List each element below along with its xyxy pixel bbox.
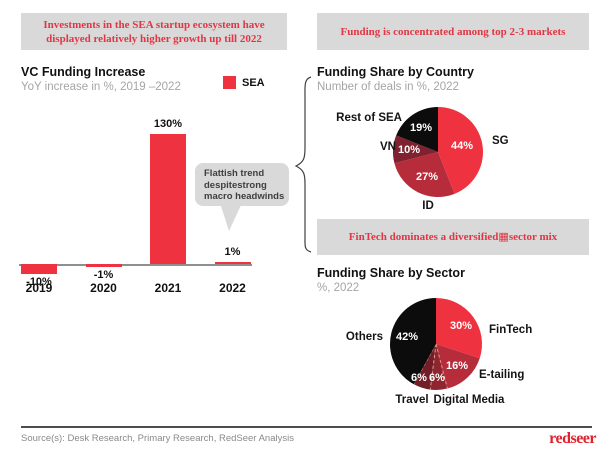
callout-bubble: Flattish trend despitestrong macro headwin…: [195, 163, 289, 206]
pie-pct-label: 44%: [451, 140, 473, 152]
slice-dashed-edge: [429, 343, 437, 390]
headline-country: Funding is concentrated among top 2-3 ma…: [317, 13, 589, 50]
pie-category-label: Digital Media: [434, 394, 506, 406]
pie-slice-others: [390, 298, 436, 385]
callout-line: despitestrong: [204, 179, 267, 191]
pie-category-label: E-tailing: [479, 369, 524, 381]
x-axis: [19, 264, 252, 266]
pie-category-label: Rest of SEA: [336, 112, 402, 124]
sector-pie-subtitle: %, 2022: [317, 282, 360, 294]
pie-pct-label: 10%: [398, 144, 420, 156]
x-tick-label: 2022: [219, 281, 246, 295]
pie-slice-vn: [393, 135, 438, 164]
headline-country-text: Funding is concentrated among top 2-3 ma…: [340, 25, 566, 38]
pie-country: 44% SG 27% ID 10%VN 19% Rest of SEA: [336, 107, 509, 212]
bar-chart: -10% 2019 -1% 2020 130% 2021 1% 2022: [15, 110, 270, 305]
pie-slice-e-tailing: [436, 344, 480, 389]
headline-left-text: Investments in the SEA startup ecosystem…: [43, 18, 265, 45]
headline-left: Investments in the SEA startup ecosystem…: [21, 13, 287, 50]
pie-slice-travel: [413, 344, 436, 390]
callout-text: Flattish trend despitestrong macro headwin…: [204, 168, 285, 203]
bar-chart-subtitle: YoY increase in %, 2019 –2022: [21, 81, 181, 93]
legend: SEA: [223, 76, 265, 89]
callout-line: macro headwinds: [204, 191, 285, 202]
pie-slice-id: [394, 152, 455, 197]
pie-pct-label: 30%: [450, 320, 472, 332]
country-pie-title: Funding Share by Country: [317, 65, 474, 79]
pie-category-label: SG: [492, 135, 509, 147]
callout-line: Flattish trend: [204, 168, 265, 179]
x-tick-label: 2020: [90, 281, 117, 295]
pie-category-label: FinTech: [489, 324, 532, 336]
footer-divider: [21, 426, 592, 428]
bar-2019: [21, 264, 57, 274]
legend-label-sea: SEA: [242, 76, 265, 89]
footer-source: Source(s): Desk Research, Primary Resear…: [21, 433, 294, 444]
legend-swatch-sea: [223, 76, 236, 89]
slice-dashed-edge: [429, 343, 437, 390]
pie-pct-label: 42%: [396, 331, 418, 343]
country-pie-subtitle: Number of deals in %, 2022: [317, 81, 459, 93]
bar-2022: [214, 261, 251, 264]
pie-slice-digital-media: [430, 344, 448, 390]
pie-slice-sg: [438, 107, 484, 194]
pie-pct-label: 6%: [411, 372, 427, 384]
bar-value-label: -10%: [26, 276, 52, 288]
redseer-logo: redseer: [549, 430, 596, 447]
bar-value-label: -1%: [93, 268, 114, 281]
pie-pct-label: 27%: [416, 171, 438, 183]
pie-category-label: ID: [422, 200, 434, 212]
slice-dashed-edge: [413, 343, 437, 385]
pie-pct-label: 19%: [410, 122, 432, 134]
bar-value-label: 130%: [153, 118, 183, 130]
bar-2021: [150, 134, 186, 264]
headline-sector-text: FinTech dominates a diversified▦sector m…: [348, 231, 558, 243]
pie-slice-fintech: [436, 298, 483, 359]
brace-divider: [294, 76, 312, 253]
bar-2020: [85, 264, 122, 267]
pie-category-label: Travel: [395, 394, 428, 406]
pie-slice-rest-of-sea: [396, 107, 438, 152]
pie-category-label: Others: [346, 331, 383, 343]
x-tick-label: 2021: [154, 281, 182, 295]
slice-dashed-edge: [435, 343, 448, 389]
bar-chart-title: VC Funding Increase: [21, 65, 146, 79]
headline-sector: FinTech dominates a diversified▦sector m…: [317, 219, 589, 255]
sector-pie-title: Funding Share by Sector: [317, 266, 465, 280]
pie-pct-label: 6%: [429, 372, 445, 384]
x-tick-label: 2019: [25, 281, 53, 295]
pie-category-label: VN: [380, 141, 396, 153]
pie-pct-label: 16%: [446, 360, 468, 372]
bar-value-label: 1%: [224, 245, 241, 258]
